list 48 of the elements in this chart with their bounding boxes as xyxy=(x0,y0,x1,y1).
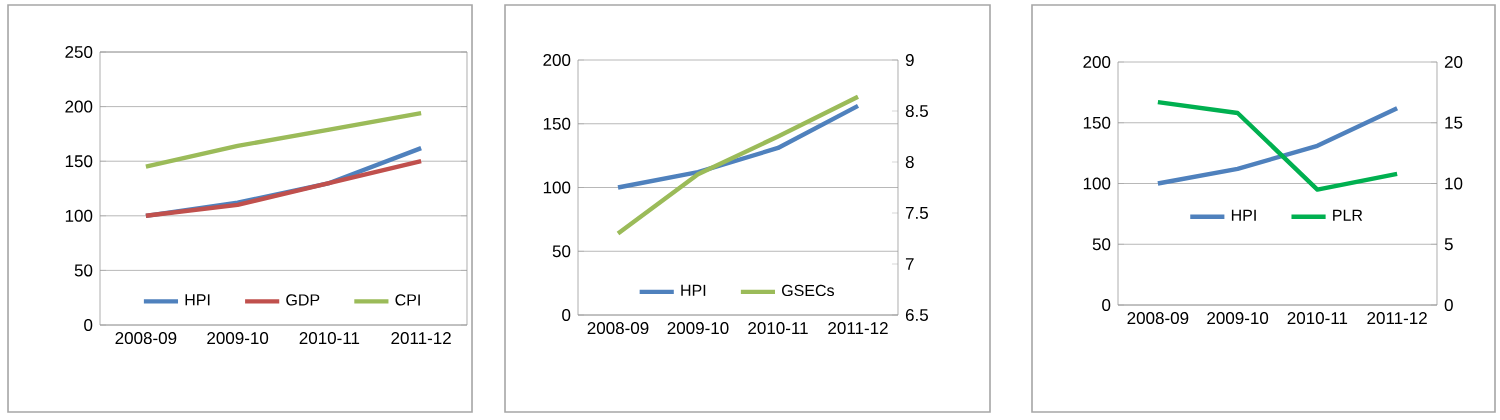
legend-label: HPI xyxy=(185,294,210,306)
line-series xyxy=(615,94,861,236)
x-tick-label: 2009-10 xyxy=(667,322,729,335)
y2-tick-label: 7.5 xyxy=(905,207,928,219)
y2-tick-label: 15 xyxy=(1445,116,1463,129)
x-tick-label: 2008-09 xyxy=(115,332,177,345)
legend-label: CPI xyxy=(395,294,420,306)
x-tick-label: 2009-10 xyxy=(207,332,269,345)
y2-tick-label: 5 xyxy=(1444,238,1453,251)
y-tick-label: 50 xyxy=(1092,238,1111,251)
y-tick-label: 150 xyxy=(65,155,93,168)
y-tick-label: 150 xyxy=(1083,116,1111,129)
x-tick-label: 2011-12 xyxy=(391,332,451,345)
legend-label: GSECs xyxy=(782,284,834,297)
x-tick-label: 2010-11 xyxy=(299,332,360,345)
legend-label: PLR xyxy=(1333,209,1363,221)
y-tick-label: 100 xyxy=(65,209,93,222)
legend-label: HPI xyxy=(681,284,706,296)
y-tick-label: 250 xyxy=(65,46,93,59)
y2-tick-label: 8 xyxy=(905,156,914,169)
y-tick-label: 0 xyxy=(562,309,571,322)
x-tick-label: 2008-09 xyxy=(1127,312,1189,325)
x-tick-label: 2010-11 xyxy=(748,322,808,335)
y-tick-label: 50 xyxy=(74,264,93,277)
y-tick-label: 100 xyxy=(543,181,571,194)
x-tick-label: 2009-10 xyxy=(1207,312,1269,325)
y-tick-label: 100 xyxy=(1083,177,1111,190)
y2-tick-label: 10 xyxy=(1445,177,1463,190)
y-tick-label: 0 xyxy=(1102,299,1111,312)
y-tick-label: 150 xyxy=(543,117,571,130)
x-tick-label: 2011-12 xyxy=(828,322,888,335)
y-tick-label: 0 xyxy=(84,319,93,332)
x-tick-label: 2008-09 xyxy=(587,322,649,335)
x-tick-label: 2010-11 xyxy=(1287,312,1348,325)
y2-tick-label: 6.5 xyxy=(905,309,928,322)
y-tick-label: 200 xyxy=(543,54,571,67)
y-tick-label: 200 xyxy=(65,100,93,113)
y2-tick-label: 7 xyxy=(905,258,914,270)
legend-label: GDP xyxy=(286,294,320,306)
legend-label: HPI xyxy=(1231,209,1256,221)
line-series xyxy=(143,110,424,169)
y2-tick-label: 8.5 xyxy=(905,105,928,118)
y2-tick-label: 20 xyxy=(1444,56,1463,69)
y-tick-label: 200 xyxy=(1083,56,1111,69)
y2-tick-label: 0 xyxy=(1444,299,1453,312)
x-tick-label: 2011-12 xyxy=(1367,312,1427,325)
y2-tick-label: 9 xyxy=(905,54,914,67)
y-tick-label: 50 xyxy=(552,245,571,258)
